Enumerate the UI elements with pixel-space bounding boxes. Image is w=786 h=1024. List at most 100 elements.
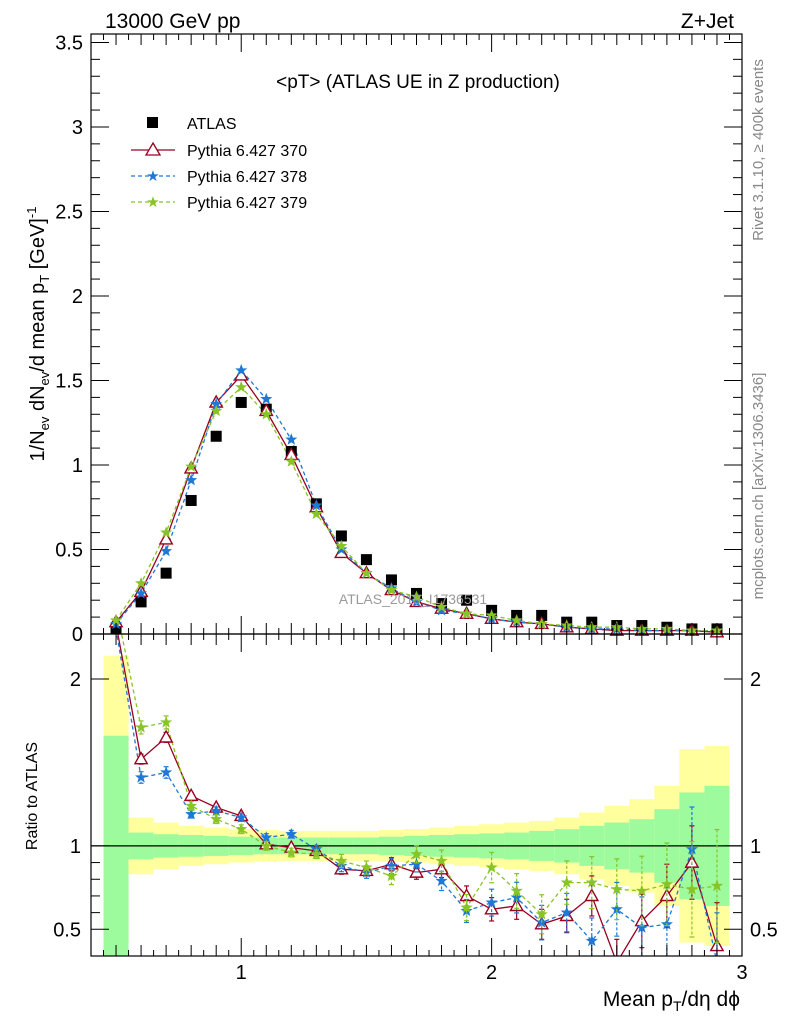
legend-marker-atlas xyxy=(147,117,158,128)
ratio-point-370 xyxy=(158,729,174,743)
mc-point-379 xyxy=(460,607,473,619)
y-tick-label: 2.5 xyxy=(55,201,83,223)
mc-point-379 xyxy=(335,539,348,552)
mc-point-378 xyxy=(235,363,248,376)
atlas-data-point xyxy=(360,554,372,566)
x-axis-label: Mean pT/dη dϕ xyxy=(603,988,740,1014)
ratio-point-379 xyxy=(410,847,423,860)
ratio-point-379 xyxy=(435,854,448,867)
mc-point-379 xyxy=(435,600,448,613)
y-tick-label: 0.5 xyxy=(55,539,83,561)
atlas-data-point xyxy=(160,567,172,579)
distribution-axes: 0 0.5 1 1.5 2 2.5 3 3.5 xyxy=(55,32,743,646)
ratio-point-379 xyxy=(335,854,348,867)
ratio-point-379 xyxy=(460,901,473,913)
atlas-data-point xyxy=(385,574,397,586)
ratio-point-378 xyxy=(560,906,573,918)
collision-label: 13000 GeV pp xyxy=(105,10,240,33)
ratio-point-378 xyxy=(410,857,423,870)
ratio-point-379 xyxy=(535,907,548,920)
ratio-point-379 xyxy=(710,879,724,892)
ratio-point-379 xyxy=(585,876,598,888)
ratio-point-379 xyxy=(485,861,498,873)
ratio-axes: 0.5 0.5 1 1 2 2 1 2 3 xyxy=(53,634,778,984)
mc-point-378 xyxy=(435,603,448,616)
ratio-point-379 xyxy=(134,721,148,733)
mc-point-378 xyxy=(285,433,298,445)
ratio-point-370 xyxy=(484,901,499,915)
x-tick-label: 2 xyxy=(486,962,497,984)
atlas-data-point xyxy=(335,530,347,542)
y-tick-label: 1.5 xyxy=(55,370,83,392)
legend-label-379: Pythia 6.427 379 xyxy=(187,195,307,212)
ratio-point-379 xyxy=(260,839,273,851)
ratio-point-378 xyxy=(134,771,148,783)
ratio-y-tick-label: 2 xyxy=(70,669,81,691)
mc-point-379 xyxy=(160,526,173,538)
ratio-point-379 xyxy=(111,602,122,612)
ratio-point-378 xyxy=(635,921,648,933)
ratio-point-378 xyxy=(160,766,173,778)
atlas-data-point xyxy=(235,396,247,408)
ratio-point-378 xyxy=(585,934,598,947)
ratio-point-379 xyxy=(560,876,573,888)
atlas-data-point xyxy=(135,596,147,608)
ratio-y-tick-label-right: 0.5 xyxy=(750,919,778,941)
mc-point-379 xyxy=(310,507,323,520)
ratio-y-tick-label-right: 1 xyxy=(750,836,761,858)
ratio-point-370 xyxy=(133,751,149,765)
atlas-data-point xyxy=(536,609,548,621)
ratio-series xyxy=(111,602,725,956)
plot-title: <pT> (ATLAS UE in Z production) xyxy=(276,72,560,93)
atlas-data-point xyxy=(461,594,473,606)
mc-point-378 xyxy=(134,587,148,599)
ratio-point-379 xyxy=(235,822,248,835)
rivet-label: Rivet 3.1.10, ≥ 400k events xyxy=(750,59,767,241)
legend-label-370: Pythia 6.427 370 xyxy=(187,143,307,160)
ratio-y-axis-label: Ratio to ATLAS xyxy=(24,742,41,850)
ratio-point-378 xyxy=(435,874,448,887)
x-tick-label: 1 xyxy=(236,962,247,984)
ratio-point-378 xyxy=(485,896,498,908)
ratio-point-379 xyxy=(360,861,373,873)
mc-point-379 xyxy=(410,590,423,603)
ratio-line xyxy=(117,634,718,956)
y-tick-label: 0 xyxy=(72,624,83,646)
ratio-line xyxy=(116,634,717,956)
ratio-point-379 xyxy=(610,882,623,895)
mc-point-370 xyxy=(158,531,174,545)
analysis-watermark: ATLAS_2019_I1736531 xyxy=(339,591,488,607)
mc-point-379 xyxy=(210,404,223,417)
y-tick-label: 2 xyxy=(72,286,83,308)
ratio-point-370 xyxy=(616,954,618,956)
y-tick-label: 3.5 xyxy=(55,32,83,54)
mc-point-379 xyxy=(360,566,373,579)
ratio-y-tick-label-right: 2 xyxy=(750,669,761,691)
ratio-point-379 xyxy=(210,812,223,825)
ratio-y-tick-label: 1 xyxy=(70,836,81,858)
mc-point-378 xyxy=(260,392,273,405)
y-tick-label: 3 xyxy=(72,117,83,139)
ratio-point-378 xyxy=(185,807,198,820)
ratio-point-379 xyxy=(285,846,298,858)
mc-point-379 xyxy=(109,614,123,626)
ratio-point-379 xyxy=(385,869,398,882)
ratio-point-379 xyxy=(185,799,198,811)
mc-point-379 xyxy=(385,583,398,596)
mc-point-379 xyxy=(134,576,148,589)
atlas-data-point xyxy=(210,430,222,442)
process-label: Z+Jet xyxy=(681,10,734,33)
legend-marker-378: ★ xyxy=(146,168,159,185)
ratio-point-379 xyxy=(510,884,523,897)
ratio-point-379 xyxy=(160,716,173,728)
ratio-point-379 xyxy=(685,882,699,895)
legend-marker-379: ★ xyxy=(146,194,159,211)
x-tick-label: 3 xyxy=(736,962,747,984)
legend-marker-370 xyxy=(144,141,162,156)
ratio-point-379 xyxy=(635,884,648,897)
ratio-point-379 xyxy=(660,877,673,890)
mc-point-378 xyxy=(160,544,173,557)
ratio-point-378 xyxy=(235,811,248,823)
legend: ATLAS Pythia 6.427 370 ★ Pythia 6.427 37… xyxy=(131,116,307,212)
